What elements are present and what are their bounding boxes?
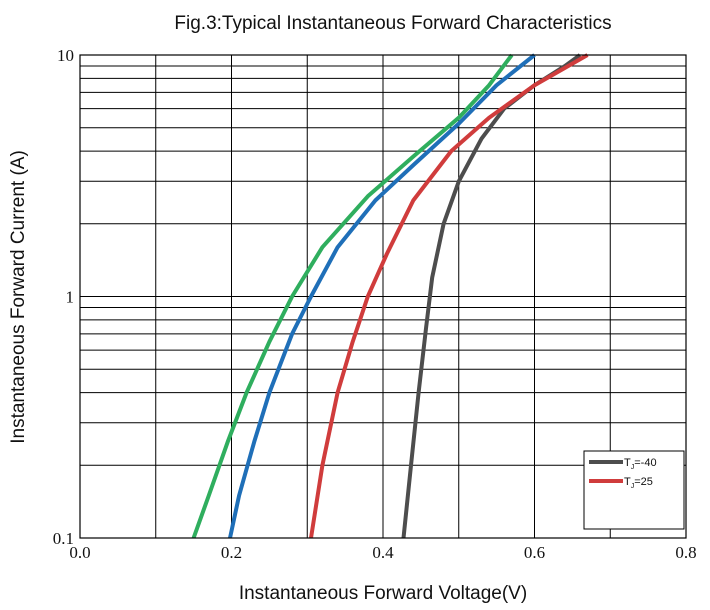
legend: TJ=-40 TJ=25	[583, 450, 685, 530]
x-tick-label: 0.4	[372, 543, 394, 562]
y-tick-label: 1	[66, 288, 75, 307]
series-lines	[191, 53, 589, 539]
y-axis-label: Instantaneous Forward Current (A)	[8, 150, 29, 444]
x-tick-label: 0.6	[524, 543, 545, 562]
plot-frame	[79, 54, 687, 539]
x-tick-label: 0.2	[221, 543, 242, 562]
x-tick-label: 0.0	[69, 543, 90, 562]
chart-title: Fig.3:Typical Instantaneous Forward Char…	[174, 13, 611, 34]
legend-label: TJ=25	[624, 476, 653, 490]
legend-box	[583, 450, 685, 530]
series-line-4	[191, 53, 514, 539]
series-line-2	[309, 53, 589, 539]
y-tick-label: 0.1	[53, 529, 74, 548]
x-axis-label: Instantaneous Forward Voltage(V)	[239, 583, 527, 604]
y-tick-label: 10	[57, 46, 74, 65]
tick-labels: 0.0 0.2 0.4 0.6 0.8 0.1 1 10	[53, 46, 697, 562]
legend-label: TJ=-40	[624, 457, 657, 471]
series-line-3	[228, 53, 536, 539]
x-tick-label: 0.8	[675, 543, 696, 562]
